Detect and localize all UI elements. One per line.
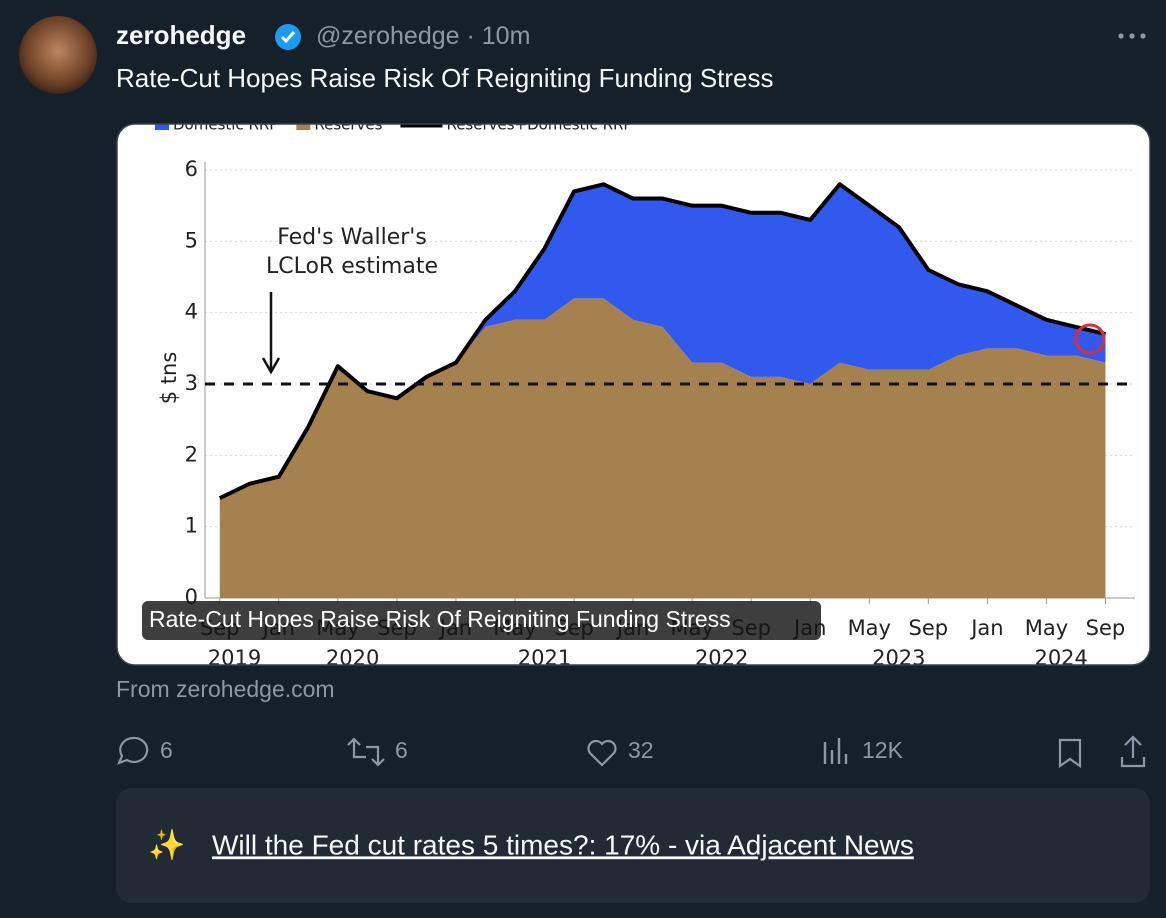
x-tick-label: Sep <box>1086 616 1126 640</box>
repost-count: 6 <box>395 737 408 763</box>
avatar[interactable] <box>19 16 97 94</box>
y-tick-label: 6 <box>185 157 198 181</box>
note-link[interactable]: Will the Fed cut rates 5 times?: 17% - v… <box>212 829 914 860</box>
annotation: Fed's Waller's <box>277 225 427 250</box>
timestamp[interactable]: 10m <box>482 22 531 50</box>
highlight-circle <box>1074 323 1106 355</box>
legend-label: Reserves+Domestic RRP <box>446 116 632 134</box>
legend-swatch <box>296 124 311 130</box>
card-border <box>116 123 1151 666</box>
card-source[interactable]: From zerohedge.com <box>116 676 335 702</box>
reply-count: 6 <box>160 737 173 763</box>
legend-label: Reserves <box>314 116 382 134</box>
area <box>219 184 1106 499</box>
x-year-label: 2024 <box>1034 646 1087 670</box>
legend-label: Domestic RRP <box>173 116 278 134</box>
x-tick-label: May <box>1025 616 1068 640</box>
x-year-label: 2021 <box>518 646 571 670</box>
card-image[interactable]: Domestic RRP Reserves Reserves+Domestic RR… <box>117 116 1150 671</box>
author-name[interactable]: zerohedge <box>116 20 246 50</box>
x-year-label: 2022 <box>695 646 748 670</box>
y-axis-label: $ tns <box>157 352 181 405</box>
share-button[interactable] <box>1120 735 1146 768</box>
y-tick-label: 3 <box>185 371 198 395</box>
bookmark-button[interactable] <box>1058 738 1082 769</box>
chart: Domestic RRP Reserves Reserves+Domestic RR… <box>155 116 1135 670</box>
views-button[interactable]: 12K <box>823 737 904 764</box>
repost-button[interactable]: 6 <box>347 737 408 767</box>
separator: · <box>466 22 474 50</box>
y-tick-label: 5 <box>185 228 198 252</box>
reply-button[interactable]: 6 <box>116 736 173 765</box>
x-tick-label: May <box>848 616 891 640</box>
x-tick-label: Jan <box>969 616 1003 640</box>
x-year-label: 2020 <box>326 646 379 670</box>
like-count: 32 <box>628 737 654 763</box>
more-button[interactable] <box>1118 33 1146 39</box>
like-button[interactable]: 32 <box>587 737 654 767</box>
caption-background <box>142 601 821 640</box>
x-year-label: 2023 <box>872 646 925 670</box>
handle[interactable]: @zerohedge <box>316 22 460 50</box>
legend-swatch <box>155 124 169 130</box>
card-caption: Rate-Cut Hopes Raise Risk Of Reigniting … <box>149 606 731 632</box>
note-box <box>116 788 1150 903</box>
tweet-meta: @zerohedge · 10m <box>316 22 530 50</box>
tweet-text: Rate-Cut Hopes Raise Risk Of Reigniting … <box>116 63 774 93</box>
line <box>218 182 1106 500</box>
verified-badge <box>275 24 301 50</box>
annotation: LCLoR estimate <box>266 254 438 279</box>
y-tick-label: 4 <box>185 300 198 324</box>
note-icon: ✨ <box>148 828 185 862</box>
area <box>219 298 1106 598</box>
x-year-label: 2019 <box>208 646 261 670</box>
y-tick-label: 1 <box>185 514 198 538</box>
y-tick-label: 2 <box>185 442 198 466</box>
x-tick-label: Sep <box>909 616 949 640</box>
annotation-arrow <box>261 292 281 375</box>
view-count: 12K <box>862 737 904 763</box>
